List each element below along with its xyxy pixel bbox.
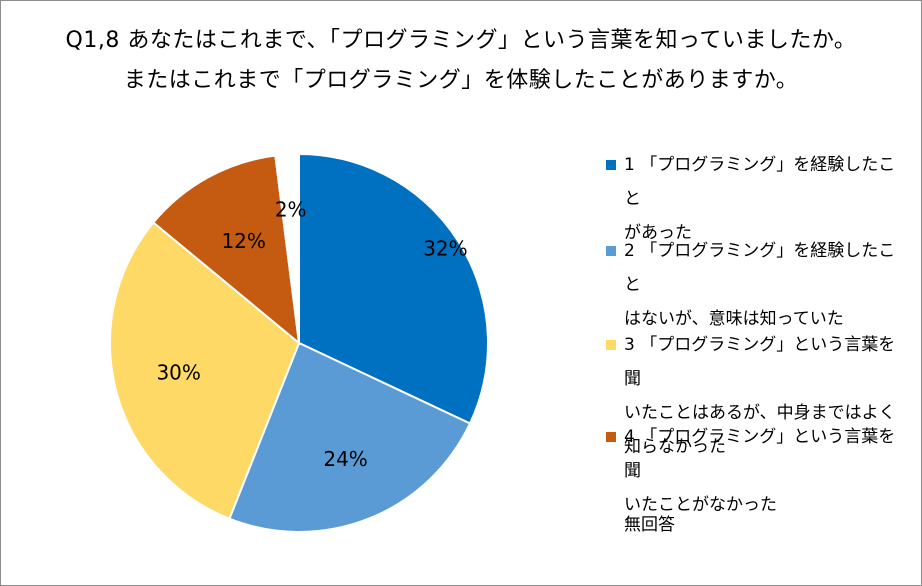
legend-item-3: 3 「プログラミング」という言葉を聞 いたことはあるが、中身まではよく 知らなか… — [606, 328, 906, 464]
legend-label-3-line-2: いたことはあるが、中身まではよく — [624, 403, 896, 423]
legend-label-4-line-2: いたことがなかった — [624, 495, 777, 515]
legend-item-1: 1 「プログラミング」を経験したこと があった — [606, 148, 906, 250]
legend-label-5-line-1: 無回答 — [624, 515, 675, 535]
legend-item-4: 4 「プログラミング」という言葉を聞 いたことがなかった — [606, 420, 906, 522]
legend-item-5: 無回答 — [606, 508, 906, 542]
legend-swatch-3 — [606, 340, 616, 350]
legend-swatch-1 — [606, 160, 616, 170]
legend-label-3-line-1: 3 「プログラミング」という言葉を聞 — [624, 335, 896, 389]
legend-swatch-4 — [606, 432, 616, 442]
pie-slice-2 — [228, 341, 472, 533]
data-label-4: 12% — [221, 229, 265, 253]
chart-title-line-2: またはこれまで「プログラミング」を体験したことがありますか。 — [123, 68, 799, 93]
legend-label-4-line-1: 4 「プログラミング」という言葉を聞 — [624, 427, 896, 481]
legend-label-1-line-1: 1 「プログラミング」を経験したこと — [624, 155, 896, 209]
chart-title-line-1: Q1,8 あなたはこれまで、「プログラミング」という言葉を知っていましたか。 — [65, 28, 857, 53]
pie-slice-5 — [274, 152, 300, 344]
legend-item-2: 2 「プログラミング」を経験したこと はないが、意味は知っていた — [606, 234, 906, 336]
data-label-3: 30% — [156, 360, 200, 384]
legend-label-3-line-3: 知らなかった — [624, 437, 726, 457]
pie-slice-4 — [151, 154, 301, 346]
legend-label-2-line-2: はないが、意味は知っていた — [624, 309, 844, 329]
data-label-2: 24% — [323, 447, 367, 471]
pie-slice-3 — [109, 221, 301, 521]
data-label-1: 32% — [423, 237, 467, 261]
legend-label-1-line-2: があった — [624, 223, 692, 243]
data-label-5: 2% — [275, 197, 307, 221]
legend-swatch-2 — [606, 246, 616, 256]
legend-label-2-line-1: 2 「プログラミング」を経験したこと — [624, 241, 896, 295]
pie-slice-1 — [298, 152, 489, 425]
